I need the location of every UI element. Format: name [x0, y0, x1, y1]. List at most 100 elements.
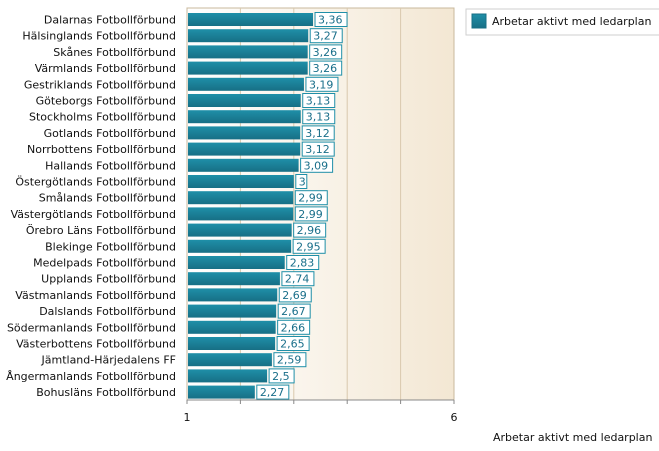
value-label-box	[302, 109, 336, 125]
value-label: 3,27	[313, 30, 338, 43]
bar	[188, 126, 301, 140]
value-label: 2,99	[298, 208, 323, 221]
value-label-box	[301, 125, 335, 141]
value-label: 2,69	[282, 289, 307, 302]
category-label: Dalarnas Fotbollförbund	[44, 14, 176, 27]
category-label: Hallands Fotbollförbund	[45, 159, 176, 172]
category-label: Västerbottens Fotbollförbund	[16, 338, 176, 351]
value-label: 2,83	[290, 257, 315, 270]
category-label: Medelpads Fotbollförbund	[33, 257, 176, 270]
x-tick-label: 1	[184, 411, 191, 424]
bar	[188, 385, 255, 399]
value-label: 3,09	[304, 159, 329, 172]
value-label: 3,12	[305, 143, 330, 156]
value-label-box	[309, 44, 343, 60]
value-label: 2,5	[272, 370, 290, 383]
value-label: 3,13	[306, 95, 331, 108]
category-label: Örebro Läns Fotbollförbund	[26, 224, 176, 237]
value-label-box	[286, 255, 320, 270]
category-label: Värmlands Fotbollförbund	[35, 62, 176, 75]
value-label-box	[281, 271, 315, 287]
value-label: 2,66	[281, 321, 306, 334]
value-label-box	[277, 303, 311, 319]
legend-label: Arbetar aktivt med ledarplan	[492, 15, 651, 28]
value-label-box	[305, 76, 339, 92]
value-label: 2,59	[277, 354, 302, 367]
category-label: Göteborgs Fotbollförbund	[36, 95, 176, 108]
value-label: 2,99	[298, 192, 323, 205]
value-label-box	[309, 60, 343, 76]
category-label: Bohusläns Fotbollförbund	[36, 386, 176, 399]
category-label: Södermanlands Fotbollförbund	[7, 321, 176, 334]
category-label: Jämtland-Härjedalens FF	[41, 354, 177, 367]
bar	[188, 13, 314, 26]
value-label-box	[276, 336, 310, 351]
bar	[188, 207, 294, 221]
bar	[188, 272, 280, 286]
bar	[188, 353, 272, 367]
value-label: 3,19	[309, 78, 334, 91]
bar	[188, 175, 294, 188]
bar	[188, 320, 276, 334]
category-label: Gestriklands Fotbollförbund	[24, 78, 176, 91]
bar	[188, 191, 294, 205]
value-label-box	[294, 206, 328, 222]
category-label: Dalslands Fotbollförbund	[39, 305, 176, 318]
category-label: Stockholms Fotbollförbund	[29, 111, 176, 124]
bar	[188, 142, 301, 156]
bar	[188, 256, 285, 269]
category-label: Skånes Fotbollförbund	[53, 46, 176, 59]
value-label-box	[300, 157, 334, 173]
value-label-box	[314, 12, 348, 27]
value-label: 3,26	[313, 46, 338, 59]
legend-box	[465, 8, 659, 36]
value-labels: 3,36 3,27 3,26 3,26 3,19 3,13 3,13 3,12 3,12 3,09…	[256, 12, 348, 400]
value-label: 3,13	[306, 111, 331, 124]
value-label-box	[295, 174, 308, 189]
value-label-box	[293, 222, 327, 238]
value-label-box	[278, 287, 312, 303]
value-label: 2,74	[285, 273, 310, 286]
value-label-box	[301, 141, 335, 157]
bars	[188, 13, 314, 399]
category-label: Västmanlands Fotbollförbund	[15, 289, 176, 302]
bar	[188, 29, 309, 43]
category-label: Östergötlands Fotbollförbund	[15, 176, 176, 189]
bar	[188, 158, 299, 172]
bar	[188, 337, 276, 350]
bar	[188, 94, 301, 107]
category-label: Blekinge Fotbollförbund	[45, 240, 176, 253]
bar	[188, 369, 268, 383]
category-label: Gotlands Fotbollförbund	[44, 127, 176, 140]
legend-swatch	[471, 13, 487, 29]
bar	[188, 110, 301, 124]
bar	[188, 304, 277, 318]
bar	[188, 77, 304, 91]
bar	[188, 223, 292, 237]
value-label-box	[292, 238, 326, 254]
legend[interactable]: Arbetar aktivt med ledarplan	[465, 8, 659, 36]
value-label-box	[277, 319, 311, 335]
value-label-box	[256, 384, 290, 400]
value-label: 3	[299, 176, 306, 189]
value-label: 2,95	[296, 240, 321, 253]
value-label: 2,96	[297, 224, 322, 237]
value-label-box	[309, 28, 343, 44]
bar	[188, 239, 292, 253]
category-label: Smålands Fotbollförbund	[39, 192, 176, 205]
category-label: Upplands Fotbollförbund	[41, 273, 176, 286]
bar	[188, 61, 308, 75]
value-label-box	[268, 368, 295, 384]
x-axis-title: Arbetar aktivt med ledarplan	[493, 431, 652, 444]
x-tick-label: 6	[451, 411, 458, 424]
bar	[188, 288, 278, 302]
value-label: 2,65	[280, 338, 305, 351]
value-label: 3,26	[313, 62, 338, 75]
category-label: Norrbottens Fotbollförbund	[27, 143, 176, 156]
value-label: 3,12	[305, 127, 330, 140]
value-label-box	[294, 190, 328, 206]
category-label: Västergötlands Fotbollförbund	[11, 208, 176, 221]
value-label: 3,36	[318, 14, 343, 27]
